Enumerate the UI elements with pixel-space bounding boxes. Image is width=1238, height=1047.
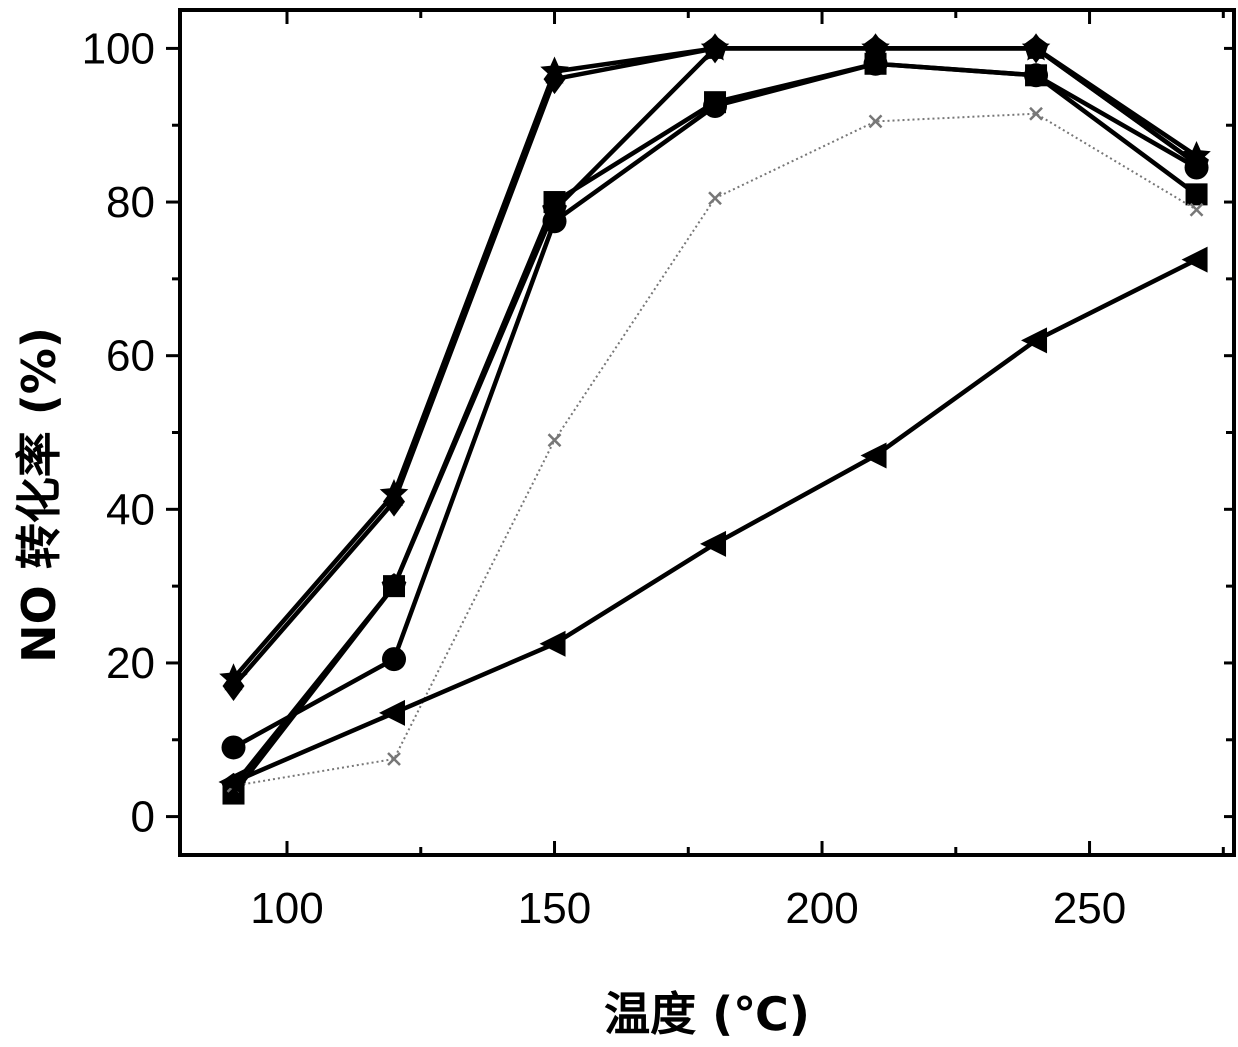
circle-marker — [1184, 155, 1209, 180]
series-line — [231, 46, 1198, 688]
x-tick-label: 100 — [250, 884, 323, 933]
y-tick-label: 20 — [106, 639, 155, 688]
triangle-left-marker — [539, 630, 566, 657]
square-marker — [543, 191, 566, 214]
axis-ticks — [166, 10, 1234, 855]
series-7 — [218, 246, 1208, 796]
cross-marker — [1029, 106, 1043, 121]
y-tick-label: 0 — [131, 793, 155, 842]
triangle-left-marker — [218, 769, 245, 796]
series-3 — [221, 35, 1209, 797]
series-2 — [222, 33, 1208, 701]
diamond-marker — [222, 671, 245, 701]
circle-marker — [382, 647, 407, 672]
y-tick-label: 40 — [106, 485, 155, 534]
cross-marker — [387, 752, 401, 766]
triangle-left-marker — [700, 530, 727, 557]
triangle-left-marker — [379, 699, 406, 726]
cross-marker — [547, 433, 562, 448]
square-marker — [704, 91, 727, 114]
y-tick-label: 80 — [106, 178, 155, 227]
triangle-left-marker — [1181, 246, 1208, 273]
series-line — [231, 46, 1198, 680]
tick-labels: 100 150 200 250 0 20 40 60 80 100 — [82, 24, 1127, 933]
plot-frame — [178, 8, 1236, 857]
triangle-left-marker — [860, 442, 887, 469]
series-line — [233, 112, 1198, 787]
series-line — [232, 61, 1198, 750]
diamond-marker — [543, 64, 566, 95]
diamond-marker — [383, 486, 406, 517]
y-tick-label: 100 — [82, 24, 155, 73]
pentagon-marker — [1023, 35, 1049, 59]
cross-marker — [1189, 202, 1204, 217]
square-marker — [1025, 64, 1048, 87]
x-tick-label: 250 — [1053, 884, 1126, 933]
pentagon-marker — [702, 35, 728, 59]
x-tick-label: 150 — [518, 884, 591, 933]
circle-marker — [221, 735, 246, 760]
series-4 — [221, 51, 1209, 760]
series-line — [231, 61, 1198, 795]
square-marker — [864, 52, 887, 75]
cross-marker — [708, 191, 722, 206]
series-6 — [226, 106, 1204, 793]
y-tick-label: 60 — [106, 332, 155, 381]
triangle-left-marker — [1021, 327, 1048, 354]
cross-marker — [868, 114, 883, 129]
square-marker — [383, 575, 406, 598]
y-axis-title: NO 转化率 (%) — [12, 327, 66, 663]
series-line — [231, 46, 1198, 788]
series-1 — [219, 33, 1211, 691]
x-tick-label: 200 — [785, 884, 858, 933]
series-5 — [222, 52, 1208, 805]
data-series — [218, 33, 1211, 805]
square-marker — [1185, 183, 1208, 206]
x-axis-title: 温度 (℃) — [604, 987, 810, 1041]
